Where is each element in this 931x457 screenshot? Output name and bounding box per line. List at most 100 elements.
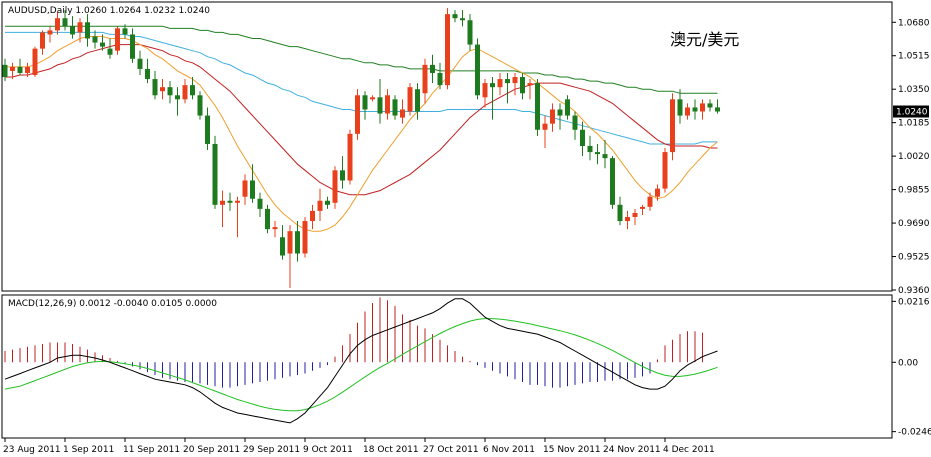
- candle-body: [325, 200, 330, 205]
- current-price-box: [893, 105, 929, 118]
- price-layer: [2, 8, 720, 288]
- candle-body: [310, 210, 315, 222]
- candle-body: [212, 143, 218, 205]
- price-ytick-label: 1.0185: [898, 119, 930, 129]
- candle-body: [25, 66, 30, 73]
- candle-body: [497, 79, 503, 88]
- candle-body: [610, 158, 615, 205]
- candle-body: [655, 188, 660, 197]
- candle-body: [437, 72, 443, 86]
- candle-body: [332, 170, 338, 203]
- candle-body: [115, 28, 120, 51]
- candle-body: [602, 154, 608, 159]
- xtick-label: 9 Oct 2011: [303, 445, 353, 455]
- candle-body: [415, 89, 420, 112]
- candle-body: [137, 58, 143, 69]
- candle-body: [632, 212, 638, 217]
- candle-body: [250, 180, 255, 199]
- candle-body: [572, 115, 578, 130]
- candle-body: [460, 18, 465, 21]
- candle-body: [565, 99, 570, 116]
- candle-body: [122, 28, 128, 35]
- candle-body: [527, 83, 533, 86]
- candle-body: [355, 95, 360, 134]
- candle-body: [520, 77, 525, 94]
- candle-body: [692, 107, 698, 112]
- candle-body: [62, 18, 68, 27]
- ma-red-line: [5, 44, 718, 196]
- candle-body: [542, 123, 548, 130]
- candle-body: [580, 129, 585, 146]
- candle-body: [640, 206, 645, 209]
- xtick-label: 23 Aug 2011: [3, 445, 61, 455]
- candle-body: [445, 14, 450, 86]
- candle-body: [392, 99, 398, 116]
- candle-body: [40, 32, 45, 49]
- macd-panel-frame: [1, 294, 893, 439]
- candle-body: [190, 85, 195, 96]
- chart-title-cn: 澳元/美元: [670, 30, 739, 49]
- candle-body: [535, 83, 540, 130]
- candle-body: [242, 180, 248, 197]
- current-price-label: 1.0240: [896, 108, 928, 118]
- candle-body: [220, 200, 225, 205]
- macd-ytick-label: 0.0216: [898, 297, 930, 307]
- candle-body: [107, 48, 113, 55]
- xtick-label: 29 Sep 2011: [243, 445, 300, 455]
- candle-body: [700, 103, 705, 112]
- xtick-label: 11 Sep 2011: [123, 445, 180, 455]
- candle-body: [490, 83, 495, 88]
- candle-body: [407, 87, 413, 112]
- candle-body: [227, 200, 233, 203]
- candle-body: [32, 48, 38, 76]
- candle-body: [595, 152, 600, 155]
- candle-body: [70, 26, 75, 35]
- symbol-header: AUDUSD,Daily 1.0260 1.0264 1.0232 1.0240: [8, 6, 210, 16]
- candle-body: [167, 87, 173, 96]
- candle-body: [617, 204, 623, 222]
- macd-ytick-label: 0.00: [898, 358, 918, 368]
- candle-body: [152, 79, 158, 96]
- candle-body: [85, 22, 90, 39]
- candle-body: [430, 64, 435, 73]
- candle-body: [422, 64, 428, 94]
- candle-body: [47, 30, 53, 35]
- candle-body: [77, 22, 83, 33]
- xtick-label: 6 Nov 2011: [483, 445, 535, 455]
- candle-body: [272, 227, 278, 230]
- candle-body: [265, 208, 270, 230]
- candle-body: [2, 64, 8, 78]
- price-ytick-label: 1.0020: [898, 152, 930, 162]
- price-ytick-label: 1.0350: [898, 85, 930, 95]
- candle-body: [685, 107, 690, 116]
- xtick-label: 27 Oct 2011: [423, 445, 479, 455]
- candle-body: [317, 200, 323, 211]
- candle-body: [17, 66, 23, 73]
- candle-body: [145, 68, 150, 80]
- xtick-label: 1 Sep 2011: [63, 445, 114, 455]
- candle-body: [160, 87, 165, 92]
- price-ytick-label: 0.9525: [898, 253, 930, 263]
- candle-body: [205, 115, 210, 144]
- candle-body: [130, 34, 135, 59]
- xtick-label: 4 Dec 2011: [663, 445, 715, 455]
- macd-ytick-label: -0.0246: [898, 428, 931, 438]
- macd-signal-line: [4, 318, 718, 412]
- candle-body: [385, 95, 390, 114]
- price-ytick-label: 0.9855: [898, 186, 930, 196]
- candle-body: [92, 36, 98, 43]
- candle-body: [257, 198, 263, 209]
- ma-orange-line: [5, 36, 718, 232]
- candle-body: [557, 109, 563, 116]
- price-ytick-label: 1.0515: [898, 52, 930, 62]
- candle-body: [707, 103, 713, 108]
- candle-body: [512, 77, 518, 84]
- candle-body: [175, 95, 180, 100]
- candle-body: [587, 145, 593, 153]
- xtick-label: 20 Sep 2011: [183, 445, 240, 455]
- price-ytick-label: 1.0680: [898, 18, 930, 28]
- candle-body: [505, 79, 510, 84]
- price-ytick-label: 0.9360: [898, 286, 930, 296]
- candle-body: [715, 107, 720, 112]
